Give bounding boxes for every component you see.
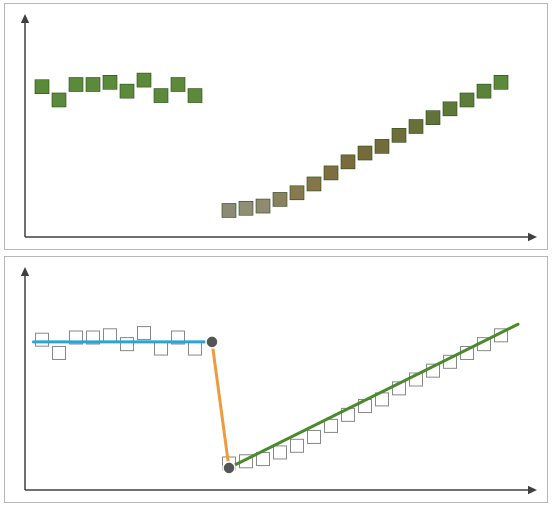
top-chart xyxy=(5,4,547,249)
data-marker xyxy=(375,139,389,153)
data-marker xyxy=(307,177,321,191)
data-marker xyxy=(189,342,202,355)
data-marker xyxy=(171,78,185,92)
data-marker xyxy=(291,439,304,452)
data-marker xyxy=(409,120,423,134)
data-marker xyxy=(154,89,168,103)
data-marker xyxy=(239,201,253,215)
data-marker xyxy=(53,346,66,359)
knot-marker xyxy=(206,336,218,348)
data-marker xyxy=(52,93,66,107)
data-marker xyxy=(104,329,117,342)
bottom-chart xyxy=(5,257,547,502)
data-marker xyxy=(69,78,83,92)
data-marker xyxy=(477,84,491,98)
bottom-panel xyxy=(4,256,548,503)
data-marker xyxy=(188,89,202,103)
fit-segment xyxy=(229,324,518,468)
data-marker xyxy=(222,203,236,217)
data-marker xyxy=(426,111,440,125)
data-marker xyxy=(308,430,321,443)
bottom-scatter-series xyxy=(36,327,508,470)
data-marker xyxy=(86,78,100,92)
data-marker xyxy=(121,338,134,351)
data-marker xyxy=(358,146,372,160)
knot-marker xyxy=(223,462,235,474)
data-marker xyxy=(460,93,474,107)
data-marker xyxy=(120,84,134,98)
figure-wrap xyxy=(0,0,552,506)
data-marker xyxy=(138,327,151,340)
fit-segment xyxy=(212,342,229,468)
top-panel xyxy=(4,3,548,250)
data-marker xyxy=(103,75,117,89)
data-marker xyxy=(35,80,49,94)
data-marker xyxy=(274,446,287,459)
data-marker xyxy=(325,419,338,432)
data-marker xyxy=(494,75,508,89)
data-marker xyxy=(155,342,168,355)
data-marker xyxy=(324,166,338,180)
data-marker xyxy=(256,199,270,213)
data-marker xyxy=(36,333,49,346)
data-marker xyxy=(341,155,355,169)
top-scatter-series xyxy=(35,73,508,217)
data-marker xyxy=(273,192,287,206)
data-marker xyxy=(443,102,457,116)
data-marker xyxy=(290,186,304,200)
data-marker xyxy=(392,128,406,142)
data-marker xyxy=(137,73,151,87)
